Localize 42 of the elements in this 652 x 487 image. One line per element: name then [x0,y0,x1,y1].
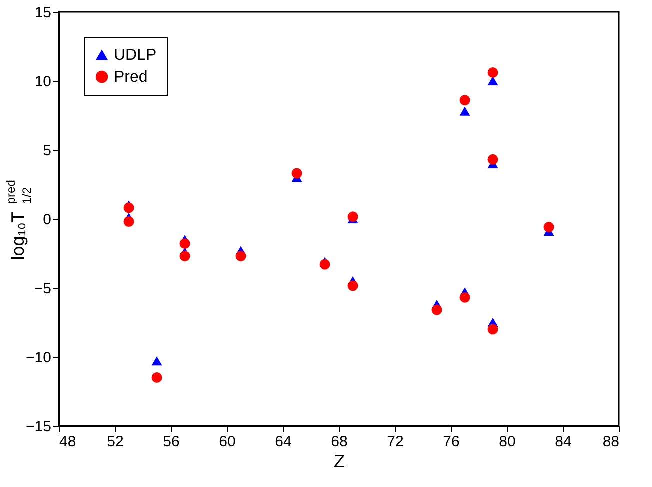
point [348,280,358,292]
x-tick-label: 84 [555,434,572,450]
y-tick-label: 5 [43,142,52,160]
point [488,324,498,335]
x-tick-label: 72 [387,434,404,450]
x-axis-title: Z [334,452,345,472]
x-tick-label: 64 [275,434,292,450]
x-tick-label: 68 [331,434,348,450]
x-tick-label: 48 [60,434,76,450]
x-tick-label: 56 [163,434,180,450]
point [460,292,470,303]
point [488,76,498,86]
x-tick-label: 52 [107,434,124,450]
point [320,259,330,270]
point [432,304,442,316]
legend-label: UDLP [114,47,157,64]
point [180,238,190,250]
point [236,251,246,262]
x-tick-label: 60 [219,434,236,450]
point [460,106,470,116]
y-tick-label: −10 [26,350,52,366]
point [180,251,190,262]
point [348,212,358,222]
point [488,154,498,165]
legend-label: Pred [114,69,148,86]
point [124,202,134,214]
point [544,222,554,233]
x-tick-label: 88 [602,434,620,450]
y-axis-title: log₁₀Tpred1/2 [4,180,34,260]
point [152,372,162,383]
y-tick-label: −5 [34,280,52,298]
y-tick-label: 15 [34,4,52,22]
y-tick-label: −15 [26,418,52,436]
y-tick-label: 10 [34,74,52,90]
point [488,67,498,78]
point [152,356,162,366]
y-tick-label: 0 [43,212,52,228]
x-tick-label: 76 [443,434,460,450]
x-tick-label: 80 [499,434,516,450]
point [124,216,134,227]
point [460,95,470,106]
point [292,168,302,179]
